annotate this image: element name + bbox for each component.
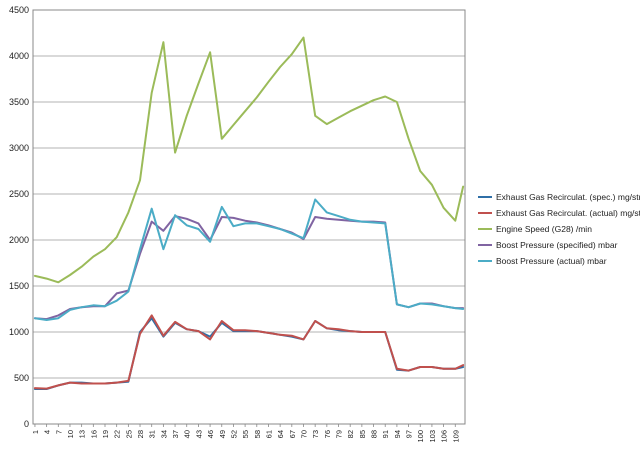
x-axis-tick-labels: 1 4 7 10 13 16 19 22 25 28 31 34 37 40 43 46 49 52 55 58 61 6… <box>31 430 460 443</box>
x-tick-label: 40 <box>183 430 192 438</box>
series-line-5 <box>33 198 465 321</box>
gridlines <box>33 55 465 379</box>
x-tick-label: 79 <box>335 430 344 438</box>
x-tick-label: 43 <box>194 430 203 438</box>
x-tick-label: 82 <box>346 430 355 438</box>
y-tick-label: 1500 <box>9 281 29 291</box>
x-tick-label: 46 <box>206 430 215 438</box>
legend-label-3: Engine Speed (G28) /min <box>496 224 592 234</box>
x-tick-label: 106 <box>440 430 449 443</box>
x-tick-label: 109 <box>451 430 460 443</box>
x-tick-label: 52 <box>229 430 238 438</box>
x-tick-label: 64 <box>276 430 285 438</box>
x-tick-label: 61 <box>264 430 273 438</box>
y-tick-label: 4500 <box>9 5 29 15</box>
series-line-4 <box>33 215 465 321</box>
legend-label-5: Boost Pressure (actual) mbar <box>496 256 607 266</box>
x-tick-label: 28 <box>136 430 145 438</box>
y-tick-label: 1000 <box>9 327 29 337</box>
x-tick-label: 58 <box>253 430 262 438</box>
x-tick-label: 7 <box>54 430 63 434</box>
series-line-3 <box>33 36 465 284</box>
x-tick-label: 70 <box>299 430 308 438</box>
legend-label-1: Exhaust Gas Recirculat. (spec.) mg/str <box>496 192 640 202</box>
y-tick-label: 3500 <box>9 97 29 107</box>
x-tick-label: 73 <box>311 430 320 438</box>
x-tick-label: 94 <box>393 430 402 438</box>
x-tick-label: 55 <box>241 430 250 438</box>
x-tick-label: 97 <box>405 430 414 438</box>
y-tick-label: 2500 <box>9 189 29 199</box>
series-lines <box>33 36 465 390</box>
x-tick-label: 67 <box>288 430 297 438</box>
x-tick-label: 88 <box>370 430 379 438</box>
plot-area-border <box>32 9 466 425</box>
series-line-2 <box>33 314 465 390</box>
x-tick-label: 100 <box>416 430 425 443</box>
x-tick-label: 34 <box>159 430 168 438</box>
x-tick-label: 10 <box>66 430 75 438</box>
y-tick-label: 0 <box>24 419 29 429</box>
y-tick-label: 3000 <box>9 143 29 153</box>
x-tick-label: 103 <box>428 430 437 443</box>
x-tick-label: 49 <box>218 430 227 438</box>
x-tick-label: 91 <box>381 430 390 438</box>
x-tick-label: 1 <box>31 430 40 434</box>
legend: Exhaust Gas Recirculat. (spec.) mg/str Ex… <box>478 192 640 266</box>
x-tick-label: 22 <box>113 430 122 438</box>
y-axis-tick-labels: 0 500 1000 1500 2000 2500 3000 3500 4000 4500 <box>9 5 29 429</box>
x-tick-label: 25 <box>124 430 133 438</box>
x-tick-label: 31 <box>148 430 157 438</box>
x-tick-label: 13 <box>78 430 87 438</box>
x-tick-label: 16 <box>89 430 98 438</box>
x-tick-label: 37 <box>171 430 180 438</box>
legend-label-4: Boost Pressure (specified) mbar <box>496 240 618 250</box>
x-tick-label: 4 <box>43 430 52 434</box>
x-tick-label: 76 <box>323 430 332 438</box>
y-tick-label: 4000 <box>9 51 29 61</box>
axes <box>32 9 466 427</box>
y-tick-label: 500 <box>14 373 29 383</box>
legend-label-2: Exhaust Gas Recirculat. (actual) mg/str <box>496 208 640 218</box>
x-tick-label: 19 <box>101 430 110 438</box>
x-tick-label: 85 <box>358 430 367 438</box>
y-tick-label: 2000 <box>9 235 29 245</box>
